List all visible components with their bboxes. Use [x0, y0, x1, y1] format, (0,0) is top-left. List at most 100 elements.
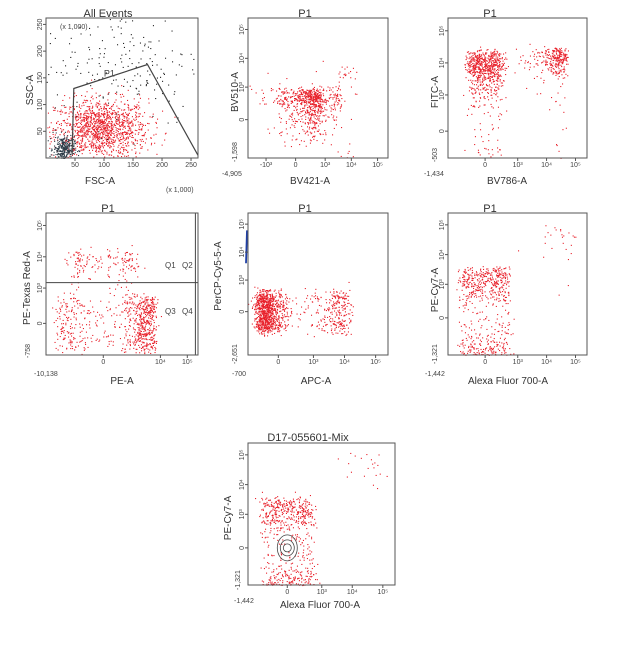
event-dot: [298, 94, 300, 96]
event-dot: [352, 156, 354, 158]
event-dot: [109, 147, 111, 149]
event-dot: [490, 56, 492, 58]
event-dot: [59, 111, 61, 113]
event-dot: [60, 124, 62, 126]
event-dot: [84, 124, 86, 126]
event-dot: [492, 107, 494, 109]
event-dot: [266, 327, 268, 329]
y-tick-label: 200: [37, 45, 44, 57]
event-dot: [339, 100, 341, 102]
event-dot: [99, 339, 101, 341]
event-dot: [124, 131, 126, 133]
event-dot: [132, 293, 134, 295]
event-dot: [135, 106, 137, 108]
event-dot: [556, 59, 558, 61]
event-dot: [143, 317, 145, 319]
event-dot: [314, 104, 316, 106]
event-dot: [319, 107, 321, 109]
event-dot: [95, 105, 97, 107]
event-dot: [566, 57, 568, 59]
event-dot: [144, 333, 146, 335]
event-dot: [310, 117, 312, 119]
event-dot: [125, 286, 127, 288]
event-dot: [121, 114, 123, 116]
event-dot: [565, 59, 567, 61]
event-dot: [265, 298, 267, 300]
event-dot: [275, 316, 277, 318]
event-dot: [61, 345, 63, 347]
event-dot: [156, 127, 158, 129]
gate-p1-label: P1: [104, 69, 115, 79]
event-dot: [102, 142, 104, 144]
event-dot: [63, 141, 65, 143]
event-dot: [492, 71, 494, 73]
event-dot: [490, 73, 492, 75]
event-dot: [89, 128, 91, 130]
event-dot: [151, 302, 153, 304]
event-dot: [103, 114, 105, 116]
event-dot: [67, 320, 69, 322]
event-dot: [149, 311, 151, 313]
event-dot: [139, 332, 141, 334]
event-dot: [103, 322, 105, 324]
event-dot: [119, 124, 121, 126]
event-dot: [537, 51, 539, 53]
event-dot: [132, 341, 134, 343]
event-dot: [311, 105, 313, 107]
event-dot: [84, 305, 86, 307]
y-min-label: -758: [25, 344, 32, 358]
event-dot: [483, 79, 485, 81]
event-dot: [100, 131, 102, 133]
event-dot: [496, 64, 498, 66]
event-dot: [143, 342, 145, 344]
event-dot: [252, 297, 254, 299]
event-dot: [105, 109, 107, 111]
event-dot: [75, 135, 77, 137]
event-dot: [493, 51, 495, 53]
event-dot: [492, 127, 494, 129]
event-dot: [103, 120, 105, 122]
event-dot: [63, 153, 65, 155]
event-dot: [148, 41, 150, 43]
event-dot: [150, 144, 152, 146]
event-dot: [295, 94, 297, 96]
event-dot: [547, 54, 549, 56]
event-dot: [255, 307, 257, 309]
event-dot: [477, 68, 479, 70]
event-dot: [536, 76, 538, 78]
event-dot: [563, 111, 565, 113]
event-dot: [562, 59, 564, 61]
event-dot: [125, 261, 127, 263]
event-dot: [473, 105, 475, 107]
event-dot: [496, 58, 498, 60]
event-dot: [84, 120, 86, 122]
event-dot: [137, 331, 139, 333]
event-dot: [143, 320, 145, 322]
event-dot: [127, 106, 129, 108]
event-dot: [147, 302, 149, 304]
event-dot: [259, 333, 261, 335]
event-dot: [101, 121, 103, 123]
event-dot: [90, 337, 92, 339]
event-dot: [104, 156, 106, 158]
event-dot: [550, 59, 552, 61]
event-dot: [316, 88, 318, 90]
event-dot: [494, 48, 496, 50]
event-dot: [489, 66, 491, 68]
event-dot: [81, 95, 83, 97]
event-dot: [126, 120, 128, 122]
event-dot: [499, 99, 501, 101]
event-dot: [319, 96, 321, 98]
event-dot: [482, 52, 484, 54]
event-dot: [101, 114, 103, 116]
event-dot: [94, 130, 96, 132]
event-dot: [108, 139, 110, 141]
event-dot: [139, 340, 141, 342]
event-dot: [60, 150, 62, 152]
event-dot: [80, 107, 82, 109]
event-dot: [299, 97, 301, 99]
event-dot: [496, 61, 498, 63]
event-dot: [135, 118, 137, 120]
event-dot: [132, 142, 134, 144]
